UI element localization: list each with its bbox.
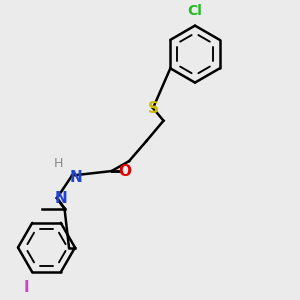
Text: Cl: Cl [188, 4, 202, 18]
Text: S: S [148, 100, 158, 116]
Text: N: N [69, 169, 82, 184]
Text: H: H [54, 157, 63, 170]
Text: N: N [54, 190, 67, 206]
Text: O: O [118, 164, 132, 178]
Text: I: I [23, 280, 29, 295]
